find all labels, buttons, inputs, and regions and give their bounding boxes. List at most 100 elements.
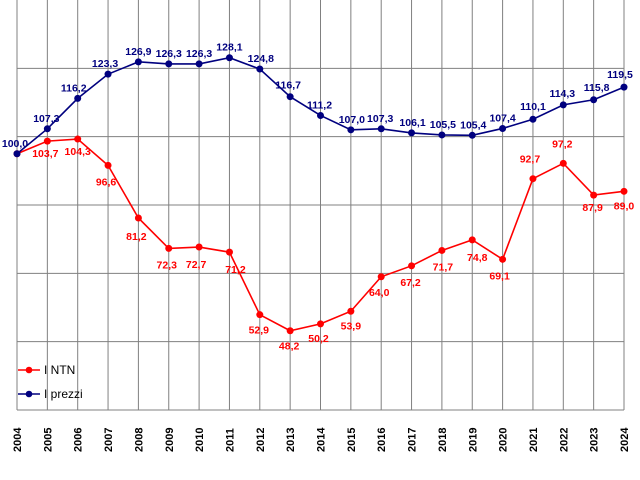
x-tick-label: 2013	[285, 428, 297, 452]
data-point	[438, 131, 446, 139]
data-label: 116,7	[275, 80, 301, 92]
x-tick-label: 2006	[73, 428, 85, 452]
x-tick-label: 2023	[589, 428, 601, 452]
x-tick-label: 2018	[437, 428, 449, 452]
data-point	[195, 60, 203, 68]
data-label: 100,0	[2, 138, 28, 150]
data-label: 71,2	[225, 264, 246, 276]
data-point	[13, 150, 21, 158]
data-label: 114,3	[549, 88, 575, 100]
data-point	[620, 83, 628, 91]
legend-label-prezzi: I prezzi	[44, 387, 83, 401]
data-label: 74,8	[467, 252, 488, 264]
data-label: 71,7	[433, 261, 454, 273]
legend-item-ntn: I NTN	[18, 363, 75, 377]
data-label: 115,8	[584, 82, 610, 94]
legend-label-ntn: I NTN	[44, 363, 75, 377]
x-tick-label: 2011	[224, 428, 236, 452]
data-label: 48,2	[279, 341, 300, 353]
x-tick-label: 2010	[194, 428, 206, 452]
x-tick-label: 2022	[558, 428, 570, 452]
data-labels: 103,7 104,3 96,6 81,2 72,3 72,7 71,2 52,9 48,2 50…	[2, 42, 635, 353]
data-point	[468, 236, 476, 244]
x-tick-label: 2012	[255, 428, 267, 452]
data-label: 96,6	[96, 176, 117, 188]
data-label: 111,2	[307, 99, 332, 111]
data-point	[134, 214, 142, 222]
data-point	[165, 60, 173, 68]
x-tick-label: 2015	[346, 428, 358, 452]
data-point	[408, 262, 416, 270]
series-points	[13, 54, 628, 335]
x-tick-label: 2016	[376, 428, 388, 452]
data-label: 72,7	[186, 259, 207, 271]
data-point	[134, 58, 142, 66]
data-label: 52,9	[249, 325, 270, 337]
legend-item-prezzi: I prezzi	[18, 387, 83, 401]
x-axis-ticks: 2004 2005 2006 2007 2008 2009 2010 2011 2012 2013…	[12, 427, 631, 452]
data-label: 107,4	[489, 112, 515, 124]
data-point	[438, 246, 446, 254]
x-tick-label: 2005	[42, 428, 54, 452]
data-point	[590, 191, 598, 199]
data-point	[377, 125, 385, 133]
data-point	[256, 311, 264, 319]
legend-marker-prezzi	[25, 390, 33, 398]
data-label: 119,5	[607, 69, 633, 81]
data-label: 103,7	[32, 148, 58, 160]
x-tick-label: 2007	[103, 428, 115, 452]
data-point	[43, 137, 51, 145]
legend: I NTN I prezzi	[18, 363, 83, 401]
data-label: 87,9	[582, 202, 603, 214]
data-label: 106,1	[399, 117, 425, 129]
data-label: 50,2	[308, 333, 329, 345]
data-label: 107,3	[33, 113, 59, 125]
x-tick-label: 2020	[498, 428, 510, 452]
data-point	[104, 70, 112, 78]
data-point	[620, 187, 628, 195]
data-label: 53,9	[341, 320, 362, 332]
data-label: 105,5	[430, 119, 456, 131]
data-label: 69,1	[489, 270, 510, 282]
data-point	[559, 159, 567, 167]
x-tick-label: 2021	[528, 428, 540, 452]
data-label: 72,3	[157, 259, 178, 271]
data-point	[225, 248, 233, 256]
data-point	[286, 327, 294, 335]
data-point	[165, 244, 173, 252]
x-tick-label: 2009	[164, 428, 176, 452]
data-label: 64,0	[369, 287, 390, 299]
data-label: 110,1	[520, 101, 546, 113]
data-point	[347, 307, 355, 315]
data-label: 67,2	[400, 277, 421, 289]
data-label: 107,3	[367, 113, 393, 125]
data-label: 126,9	[125, 46, 151, 58]
data-label: 104,3	[65, 146, 91, 158]
data-point	[468, 131, 476, 139]
data-label: 105,4	[460, 119, 486, 131]
data-point	[286, 93, 294, 101]
data-label: 123,3	[92, 58, 118, 70]
data-point	[43, 125, 51, 133]
grid	[16, 0, 625, 411]
data-point	[256, 65, 264, 73]
data-point	[317, 111, 324, 119]
x-tick-label: 2019	[467, 428, 479, 452]
data-label: 89,0	[614, 200, 635, 212]
data-label: 107,0	[339, 114, 365, 126]
x-tick-label: 2017	[407, 428, 419, 452]
data-label: 92,7	[520, 154, 541, 166]
data-point	[559, 101, 567, 109]
data-point	[499, 124, 507, 132]
x-tick-label: 2014	[316, 427, 328, 452]
data-label: 126,3	[186, 48, 212, 60]
data-point	[529, 115, 537, 123]
data-label: 124,8	[248, 53, 274, 65]
data-point	[499, 255, 507, 263]
data-label: 126,3	[156, 48, 182, 60]
data-label: 97,2	[552, 138, 573, 150]
data-point	[590, 96, 598, 104]
data-point	[74, 135, 82, 143]
